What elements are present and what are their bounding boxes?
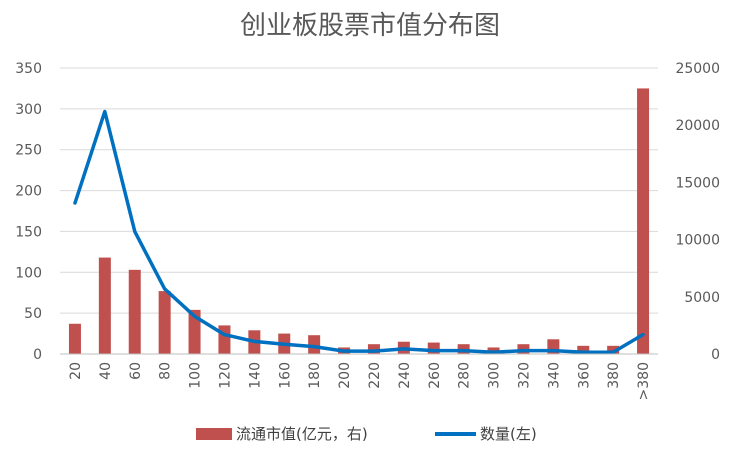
- x-axis: 20 40 60 80 100 120 140 160 180 200 220 240 260 280 30…: [60, 353, 658, 400]
- left-tick-label: 50: [24, 306, 42, 322]
- x-tick-label: 340: [546, 362, 562, 389]
- right-tick-label: 20000: [675, 118, 720, 134]
- bar: [158, 291, 171, 354]
- bar: [68, 323, 81, 354]
- bar: [427, 342, 440, 354]
- chart-title: 创业板股票市值分布图: [240, 11, 500, 41]
- bar: [188, 309, 201, 354]
- left-tick-label: 150: [15, 224, 42, 240]
- right-axis: 0 5000 10000 15000 20000 25000: [675, 61, 720, 363]
- right-tick-label: 0: [711, 347, 720, 363]
- line-series-path: [73, 109, 645, 355]
- x-tick-label: 320: [516, 362, 532, 389]
- x-tick-label: >380: [636, 362, 652, 400]
- legend-label-bar: 流通市值(亿元，右): [236, 425, 368, 443]
- x-tick-label: 380: [606, 362, 622, 389]
- x-tick-label: 40: [98, 362, 114, 380]
- legend-label-line: 数量(左): [480, 425, 537, 443]
- bar: [637, 88, 650, 354]
- bar-series: [68, 88, 650, 354]
- right-tick-label: 5000: [684, 290, 720, 306]
- x-tick-label: 180: [307, 362, 323, 389]
- x-tick-label: 260: [427, 362, 443, 389]
- right-tick-label: 25000: [675, 61, 720, 77]
- left-tick-label: 350: [15, 61, 42, 77]
- x-tick-label: 80: [158, 362, 174, 380]
- right-tick-label: 15000: [675, 175, 720, 191]
- bar: [577, 345, 590, 354]
- x-tick-label: 160: [277, 362, 293, 389]
- bar: [218, 325, 231, 354]
- legend: 流通市值(亿元，右) 数量(左): [196, 425, 537, 443]
- bar: [308, 335, 321, 354]
- right-tick-label: 10000: [675, 233, 720, 249]
- bar: [607, 345, 620, 354]
- x-tick-label: 200: [337, 362, 353, 389]
- x-tick-label: 360: [576, 362, 592, 389]
- x-tick-label: 100: [188, 362, 204, 389]
- left-tick-label: 0: [33, 347, 42, 363]
- x-tick-label: 120: [217, 362, 233, 389]
- x-tick-label: 20: [68, 362, 84, 380]
- x-tick-label: 60: [128, 362, 144, 380]
- x-tick-label: 140: [247, 362, 263, 389]
- bar: [98, 257, 111, 354]
- left-tick-label: 200: [15, 184, 42, 200]
- bar: [128, 269, 141, 354]
- left-tick-label: 300: [15, 102, 42, 118]
- bar: [367, 344, 380, 354]
- x-tick-label: 280: [457, 362, 473, 389]
- left-tick-label: 250: [15, 143, 42, 159]
- line-series: [73, 109, 645, 355]
- gridlines: [60, 67, 658, 355]
- x-tick-label: 220: [367, 362, 383, 389]
- left-tick-label: 100: [15, 265, 42, 281]
- legend-swatch-bar: [196, 428, 232, 440]
- left-axis: 0 50 100 150 200 250 300 350: [15, 61, 42, 363]
- x-tick-label: 240: [397, 362, 413, 389]
- x-tick-label: 300: [487, 362, 503, 389]
